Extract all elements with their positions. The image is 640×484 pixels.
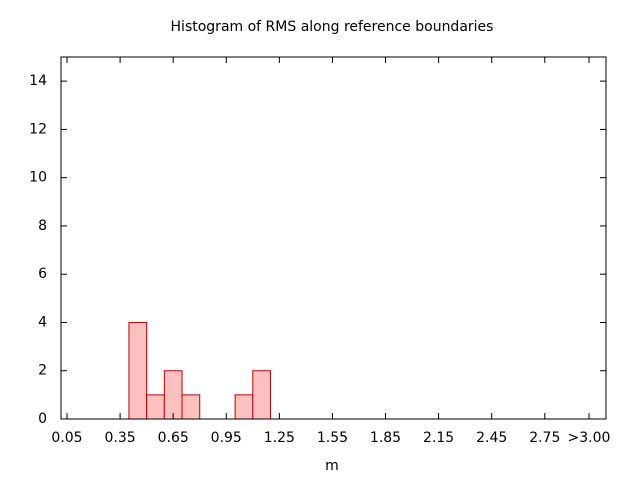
y-tick-label: 14 [29,73,47,89]
x-tick-label: 0.95 [211,430,242,446]
x-tick-label: 1.85 [370,430,401,446]
y-tick-label: 8 [38,218,47,234]
y-tick-label: 0 [38,411,47,427]
y-tick-label: 12 [29,121,47,137]
bar [234,394,254,420]
y-tick-label: 4 [38,314,47,330]
x-tick-label: 0.35 [105,430,136,446]
chart-title: Histogram of RMS along reference boundar… [171,19,494,35]
y-tick-label: 6 [38,266,47,282]
x-tick-label: 2.75 [529,430,560,446]
x-tick-label: 2.15 [423,430,454,446]
bar [128,321,148,420]
x-tick-label: 0.05 [51,430,82,446]
x-tick-label: >3.00 [568,430,611,446]
x-tick-label: 1.55 [317,430,348,446]
y-tick-label: 2 [38,363,47,379]
y-tick-label: 10 [29,170,47,186]
bar [163,370,183,420]
x-axis-label: m [325,458,339,474]
plot-border [60,56,607,420]
bar [181,394,201,420]
x-tick-label: 2.45 [476,430,507,446]
x-tick-label: 0.65 [158,430,189,446]
x-tick-label: 1.25 [264,430,295,446]
bar [252,370,272,420]
bar [146,394,165,420]
